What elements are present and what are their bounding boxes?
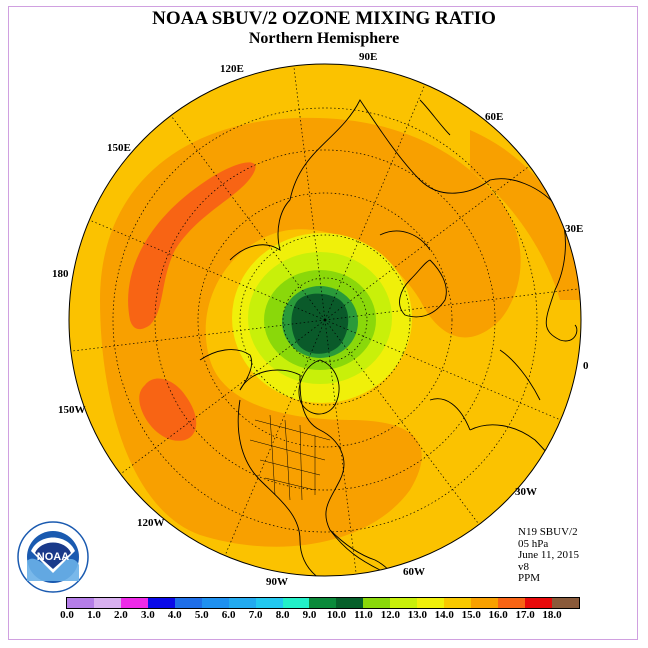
lon-label-150w: 150W <box>58 404 86 416</box>
colorbar-segment <box>336 598 364 608</box>
colorbar-segment <box>147 598 175 608</box>
colorbar-tick-label: 8.0 <box>275 609 290 621</box>
colorbar-tick-label: 14.0 <box>434 609 454 621</box>
coastlines <box>199 99 578 576</box>
info-level: 05 hPa <box>518 537 549 550</box>
colorbar-tick-label: 0.0 <box>60 609 74 621</box>
lon-label-120w: 120W <box>137 517 165 529</box>
colorbar <box>66 597 580 609</box>
lon-label-60e: 60E <box>485 111 504 123</box>
colorbar-segment <box>120 598 148 608</box>
ozone-band-15-16-west <box>128 162 256 330</box>
colorbar-segment <box>471 598 498 608</box>
colorbar-segment <box>282 598 310 608</box>
lon-label-30e: 30E <box>565 223 584 235</box>
meridian-line <box>293 65 326 321</box>
lon-label-30w: 30W <box>515 486 537 498</box>
colorbar-tick-label: 18.0 <box>542 609 562 621</box>
lon-label-120e: 120E <box>220 63 244 75</box>
lon-label-0: 0 <box>583 360 589 372</box>
ozone-band-15-16-south <box>139 378 197 441</box>
colorbar-tick-label: 13.0 <box>407 609 427 621</box>
map-info: N19 SBUV/2 05 hPa June 11, 2015 v8 PPM <box>518 526 580 585</box>
noaa-logo: NOAA <box>17 521 89 593</box>
map-title: NOAA SBUV/2 OZONE MIXING RATIO <box>152 8 496 29</box>
meridian-line <box>324 288 580 321</box>
colorbar-segment <box>228 598 256 608</box>
latitude-circles <box>112 107 538 533</box>
ozone-band-14-15-east <box>470 130 581 300</box>
colorbar-segment <box>417 598 445 608</box>
colorbar-segment <box>551 598 579 608</box>
meridian-line <box>224 319 326 556</box>
lon-label-90e: 90E <box>359 51 378 63</box>
noaa-logo-text: NOAA <box>37 551 69 563</box>
colorbar-tick-label: 10.0 <box>326 609 347 621</box>
meridian-line <box>324 165 530 321</box>
colorbar-tick-label: 7.0 <box>248 609 263 621</box>
colorbar-ticks: 0.0 1.0 2.0 3.0 4.0 5.0 6.0 7.0 8.0 9.0 10.0 11.0 12… <box>0 609 648 623</box>
colorbar-segment <box>524 598 552 608</box>
colorbar-tick-label: 9.0 <box>302 609 317 621</box>
colorbar-tick-label: 17.0 <box>515 609 535 621</box>
meridian-line <box>324 319 480 525</box>
info-date: June 11, 2015 <box>518 549 580 561</box>
state-boundaries <box>249 414 331 501</box>
map-frame <box>8 6 638 640</box>
lon-label-180: 180 <box>52 268 69 280</box>
colorbar-segment <box>309 598 337 608</box>
colorbar-tick-label: 12.0 <box>380 609 400 621</box>
meridian-line <box>120 319 326 475</box>
meridian-line <box>324 319 357 575</box>
lon-label-150e: 150E <box>107 142 131 154</box>
colorbar-tick-label: 4.0 <box>167 609 182 621</box>
colorbar-tick-label: 5.0 <box>194 609 209 621</box>
ozone-band-core <box>291 293 349 354</box>
colorbar-tick-label: 1.0 <box>87 609 101 621</box>
colorbar-segment <box>444 598 472 608</box>
colorbar-segment <box>174 598 202 608</box>
colorbar-segment <box>255 598 283 608</box>
map-subtitle: Northern Hemisphere <box>248 30 400 47</box>
colorbar-segment <box>390 598 418 608</box>
ozone-band-14-15 <box>100 117 521 547</box>
lon-label-60w: 60W <box>403 566 425 578</box>
meridian-line <box>170 115 326 321</box>
colorbar-tick-label: 16.0 <box>488 609 508 621</box>
colorbar-tick-label: 15.0 <box>461 609 481 621</box>
map-outline <box>68 63 582 577</box>
colorbar-segment <box>201 598 229 608</box>
meridian-line <box>324 319 561 421</box>
colorbar-tick-label: 6.0 <box>221 609 236 621</box>
lon-label-90w: 90W <box>266 576 288 588</box>
info-satellite: N19 SBUV/2 <box>518 526 578 538</box>
meridian-line <box>70 319 326 352</box>
colorbar-tick-label: 11.0 <box>354 609 373 621</box>
colorbar-segment <box>93 598 121 608</box>
info-units: PPM <box>518 572 541 584</box>
colorbar-tick-label: 2.0 <box>114 609 128 621</box>
meridian-line <box>324 84 426 321</box>
meridians <box>70 65 580 575</box>
colorbar-segment <box>498 598 525 608</box>
colorbar-segment <box>67 598 94 608</box>
colorbar-segment <box>363 598 391 608</box>
meridian-line <box>89 219 326 321</box>
colorbar-tick-label: 3.0 <box>140 609 155 621</box>
info-version: v8 <box>518 560 529 573</box>
